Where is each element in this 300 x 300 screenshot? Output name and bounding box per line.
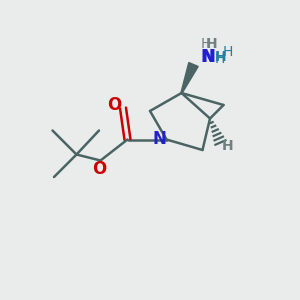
Text: H: H [200, 37, 211, 50]
Polygon shape [181, 62, 198, 93]
Text: H: H [221, 139, 233, 152]
Text: H: H [215, 50, 226, 64]
Text: H: H [223, 46, 233, 59]
Text: N: N [202, 48, 215, 66]
Text: O: O [92, 160, 106, 178]
Text: N: N [200, 48, 214, 66]
Text: H: H [206, 37, 217, 50]
Text: N: N [153, 130, 167, 148]
Text: H: H [215, 52, 225, 65]
Text: O: O [107, 96, 121, 114]
